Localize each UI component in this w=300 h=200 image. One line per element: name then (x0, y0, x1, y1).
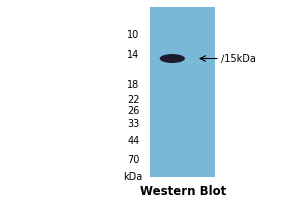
Text: 26: 26 (127, 106, 140, 116)
Text: Western Blot: Western Blot (140, 185, 226, 198)
Text: 44: 44 (127, 136, 140, 146)
Text: 22: 22 (127, 95, 140, 105)
Text: kDa: kDa (123, 172, 142, 182)
Text: ∕15kDa: ∕15kDa (221, 54, 256, 64)
Ellipse shape (160, 54, 185, 63)
Text: 70: 70 (127, 155, 140, 165)
Bar (150, 7, 215, 177)
Text: 33: 33 (127, 119, 140, 129)
Text: 10: 10 (127, 30, 140, 40)
Text: 18: 18 (127, 80, 140, 90)
Text: 14: 14 (127, 50, 140, 60)
